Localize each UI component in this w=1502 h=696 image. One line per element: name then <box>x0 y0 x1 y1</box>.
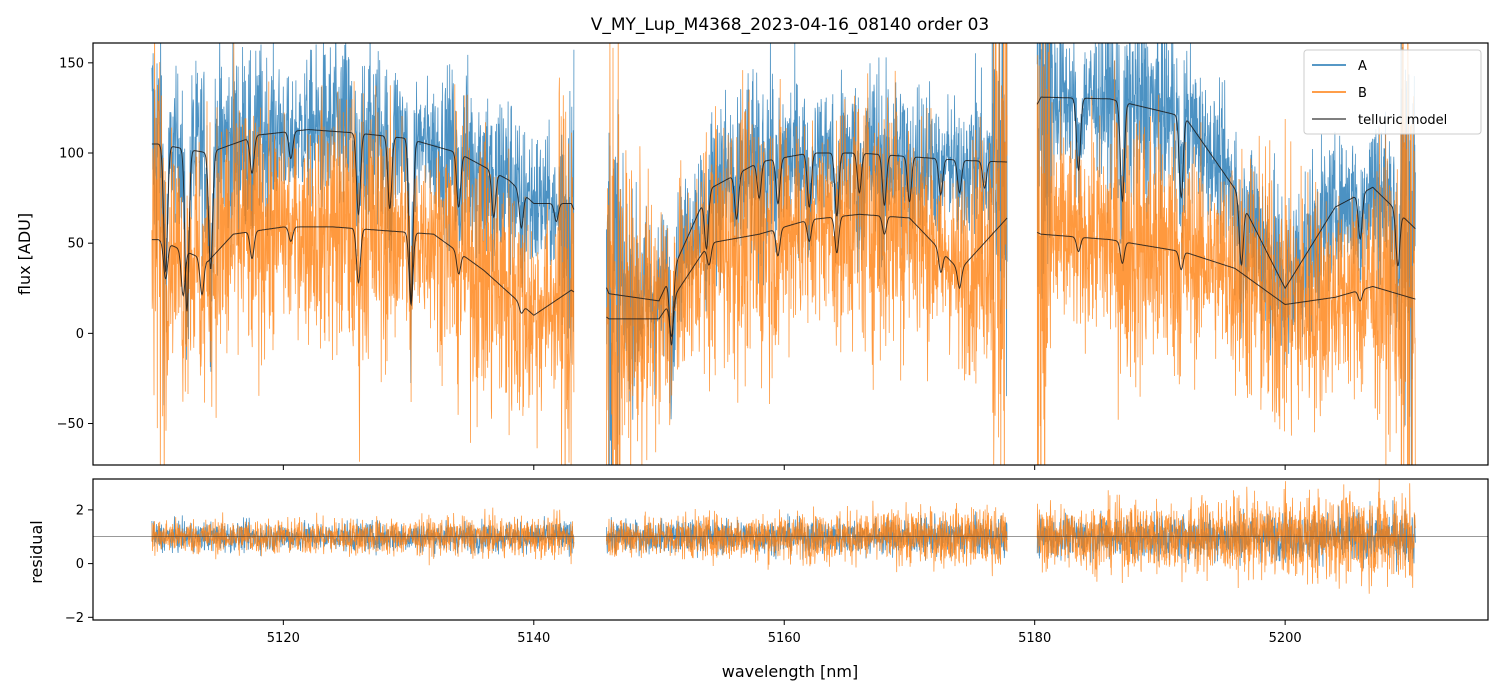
telluric-model-lower-segment-1 <box>151 226 575 316</box>
flux-panel: −50 0 50 100 150 flux [ADU] <box>15 42 1489 470</box>
flux-axis-label: flux [ADU] <box>15 213 34 295</box>
telluric-model-lower-segment-2 <box>606 213 1008 338</box>
wavelength-xtick-label: 5120 <box>267 631 300 646</box>
wavelength-axis-label: wavelength [nm] <box>722 662 859 681</box>
flux-series-b-segment-2 <box>606 43 1008 465</box>
legend-label-telluric-model: telluric model <box>1358 113 1447 128</box>
legend-label-a: A <box>1358 59 1367 74</box>
residual-panel: −2 0 2 5120 5140 5160 5180 5200 residual wavel… <box>27 478 1489 681</box>
flux-ytick-label: 100 <box>59 147 84 162</box>
flux-ytick-label: 0 <box>76 327 84 342</box>
telluric-model-upper-segment-1 <box>151 129 575 312</box>
flux-ytick-label: 50 <box>67 237 84 252</box>
telluric-model-lower-segment-3 <box>1036 231 1416 306</box>
wavelength-xtick-label: 5160 <box>768 631 801 646</box>
legend-label-b: B <box>1358 86 1367 101</box>
flux-series-b-segment-3 <box>1036 43 1416 465</box>
residual-ytick-label: 2 <box>76 503 84 518</box>
flux-series-b-segment-1 <box>151 43 575 465</box>
flux-panel-frame <box>92 42 1489 466</box>
flux-ytick-label: −50 <box>57 417 84 432</box>
flux-ytick-label: 150 <box>59 56 84 71</box>
residual-ytick-label: 0 <box>76 557 84 572</box>
legend-box <box>1303 49 1482 135</box>
wavelength-xtick-label: 5180 <box>1018 631 1051 646</box>
wavelength-xtick-label: 5200 <box>1269 631 1302 646</box>
residual-panel-frame <box>92 478 1489 621</box>
residual-axis-label: residual <box>27 520 46 583</box>
residual-series-b-segment-2 <box>606 500 1008 577</box>
telluric-model-upper-segment-3 <box>1036 96 1416 290</box>
residual-series-b-segment-3 <box>1036 479 1416 594</box>
wavelength-xtick-label: 5140 <box>517 631 550 646</box>
legend: A B telluric model <box>1303 49 1482 135</box>
residual-ytick-label: −2 <box>65 611 84 626</box>
chart-title: V_MY_Lup_M4368_2023-04-16_08140 order 03 <box>591 15 990 35</box>
